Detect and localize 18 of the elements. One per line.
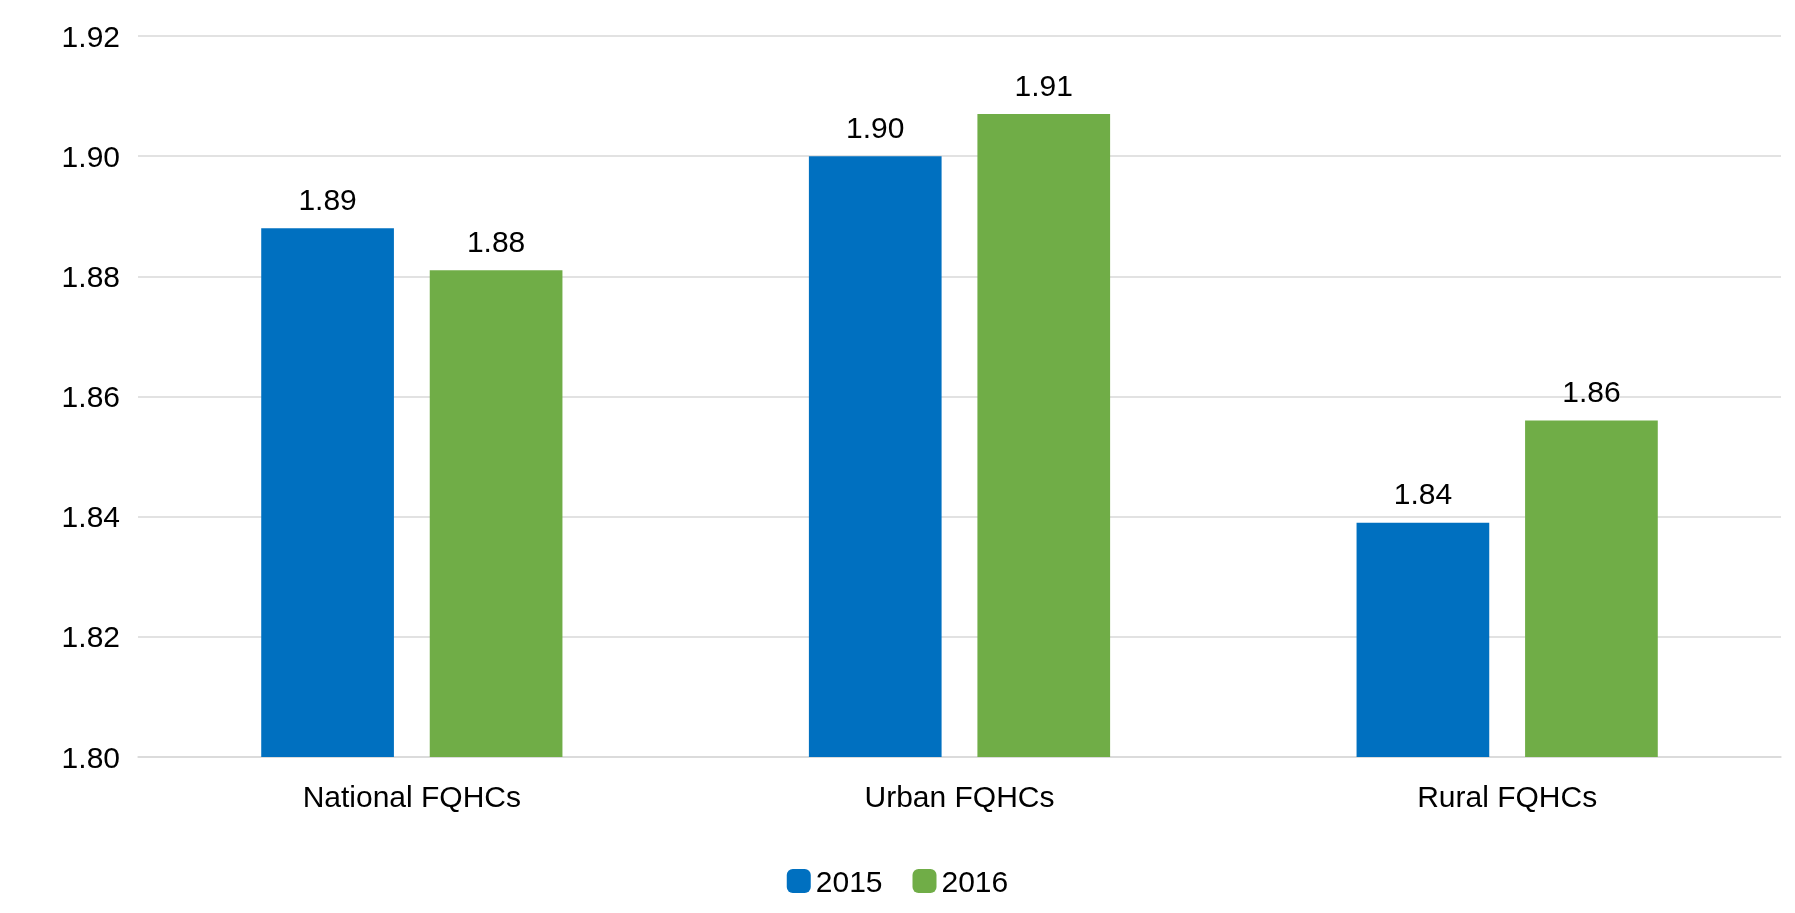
y-tick-label: 1.86 <box>61 380 120 413</box>
y-tick-label: 1.84 <box>61 500 120 534</box>
data-label: 1.86 <box>1562 375 1621 409</box>
data-label: 1.91 <box>1014 68 1073 102</box>
data-label: 1.88 <box>466 224 526 258</box>
x-tick-label: Urban FQHCs <box>864 779 1055 813</box>
data-label: 1.90 <box>846 110 905 144</box>
data-label: 1.84 <box>1393 477 1453 511</box>
legend-label: 2016 <box>941 864 1009 898</box>
x-tick-label: Rural FQHCs <box>1417 779 1598 813</box>
data-label: 1.89 <box>298 182 357 216</box>
y-tick-label: 1.82 <box>61 620 120 654</box>
y-tick-label: 1.92 <box>61 19 120 53</box>
y-tick-label: 1.80 <box>61 740 120 774</box>
y-tick-label: 1.90 <box>61 139 120 173</box>
legend-label: 2015 <box>815 864 883 898</box>
x-tick-label: National FQHCs <box>302 779 522 813</box>
y-tick-label: 1.88 <box>61 259 120 293</box>
